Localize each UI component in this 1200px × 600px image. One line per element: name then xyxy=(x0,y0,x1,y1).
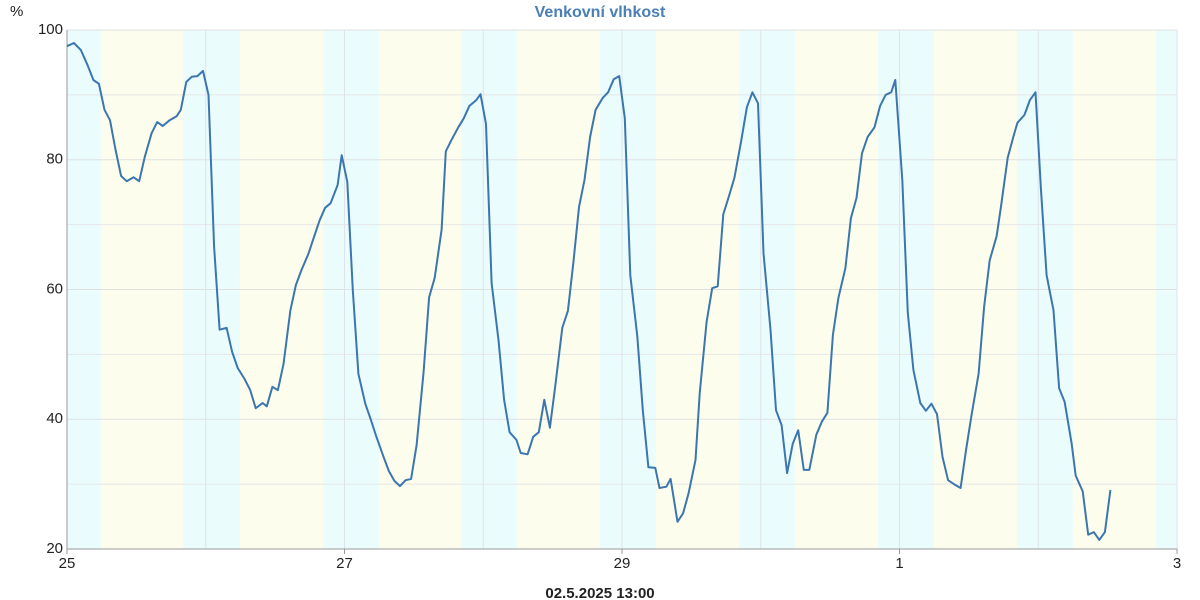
data-line xyxy=(66,42,1112,541)
y-tick-label: 20 xyxy=(46,540,63,557)
y-tick-label: 80 xyxy=(46,151,63,168)
y-tick-label: 60 xyxy=(46,280,63,297)
x-tick-label: 25 xyxy=(59,555,76,572)
chart-title: Venkovní vlhkost xyxy=(535,4,666,21)
x-tick-label: 29 xyxy=(614,555,631,572)
y-tick-label: 100 xyxy=(38,21,63,38)
x-axis-label: 02.5.2025 13:00 xyxy=(545,585,654,600)
x-tick-label: 27 xyxy=(336,555,353,572)
x-tick-label: 1 xyxy=(895,555,903,572)
x-tick-label: 3 xyxy=(1173,555,1181,572)
y-tick-label: 40 xyxy=(46,410,63,427)
y-axis-label: % xyxy=(10,3,23,20)
